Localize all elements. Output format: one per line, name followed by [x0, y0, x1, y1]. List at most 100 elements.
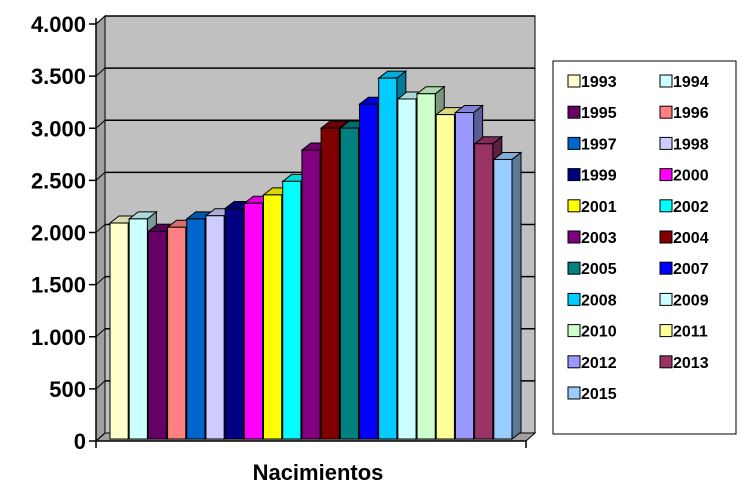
- legend-item-2004: 2004: [659, 230, 709, 247]
- legend-swatch: [567, 386, 581, 400]
- legend-swatch: [567, 355, 581, 369]
- y-tick-label: 2.000: [31, 221, 86, 246]
- legend-item-1994: 1994: [659, 74, 709, 91]
- bar-front: [358, 103, 379, 440]
- legend-swatch: [659, 74, 673, 88]
- legend-item-2013: 2013: [659, 355, 709, 372]
- bar-front: [301, 149, 321, 440]
- gridline-depth: [95, 67, 106, 77]
- legend-label: 2000: [673, 168, 709, 185]
- gridline-depth: [95, 276, 106, 285]
- bar-2015: [492, 151, 523, 441]
- legend-label: 2005: [581, 261, 617, 278]
- legend-label: 1995: [581, 105, 617, 122]
- legend-label: 2001: [581, 199, 617, 216]
- bar-front: [205, 215, 225, 440]
- legend-item-2009: 2009: [659, 292, 709, 309]
- legend-swatch: [659, 105, 673, 119]
- legend-swatch: [659, 136, 673, 150]
- bar-front: [416, 93, 436, 440]
- legend-swatch: [659, 168, 673, 182]
- bars: [108, 70, 523, 441]
- legend-label: 1993: [581, 74, 617, 91]
- legend-item-2012: 2012: [567, 355, 617, 372]
- legend-swatch: [567, 292, 581, 306]
- legend-swatch: [659, 230, 673, 244]
- legend-label: 2015: [581, 386, 617, 403]
- gridline-depth: [95, 172, 106, 181]
- bar-side: [511, 151, 522, 441]
- bar-front: [474, 143, 494, 440]
- bar-front: [454, 112, 475, 440]
- gridline-depth: [95, 328, 106, 338]
- legend-label: 2008: [581, 292, 617, 309]
- bar-front: [282, 180, 302, 440]
- legend-label: 2002: [673, 199, 709, 216]
- legend-label: 2011: [673, 324, 708, 341]
- legend-swatch: [567, 230, 581, 244]
- bar-front: [109, 222, 129, 440]
- legend-label: 2004: [673, 230, 709, 247]
- legend-label: 2009: [673, 292, 709, 309]
- bar-front: [320, 127, 340, 440]
- legend-label: 1996: [673, 105, 709, 122]
- legend-item-2010: 2010: [567, 324, 617, 341]
- y-tick-label: 500: [49, 377, 86, 402]
- legend-item-1998: 1998: [659, 136, 709, 153]
- legend-swatch: [659, 292, 673, 306]
- bar-front: [435, 114, 455, 440]
- y-tick-label: 0: [74, 429, 86, 454]
- legend-label: 1997: [581, 136, 617, 153]
- bar-front: [167, 226, 187, 440]
- legend-label: 2007: [673, 261, 709, 278]
- legend-swatch: [567, 74, 581, 88]
- legend-swatch: [567, 199, 581, 213]
- gridline-depth: [95, 224, 106, 233]
- legend-item-2001: 2001: [567, 199, 617, 216]
- legend-label: 2013: [673, 355, 709, 372]
- legend-label: 1998: [673, 136, 709, 153]
- bar-front: [339, 127, 359, 440]
- y-tick-label: 1.500: [31, 273, 86, 298]
- legend-swatch: [567, 136, 581, 150]
- legend: 1993 1994 1995 1996 1997 1998 1999 2000 2001 2002…: [567, 74, 709, 403]
- bar-front: [147, 230, 168, 440]
- bar-front: [186, 218, 206, 440]
- legend-item-2015: 2015: [567, 386, 617, 403]
- legend-item-2000: 2000: [659, 168, 709, 185]
- x-axis-label: Nacimientos: [253, 460, 384, 485]
- legend-item-1996: 1996: [659, 105, 709, 122]
- bar-front: [128, 218, 148, 440]
- legend-item-2011: 2011: [659, 324, 708, 341]
- gridline-depth: [95, 380, 106, 390]
- y-tick-label: 3.500: [31, 64, 86, 89]
- legend-label: 1994: [673, 74, 709, 91]
- legend-item-1993: 1993: [567, 74, 617, 91]
- y-axis: 0 500 1.000 1.500 2.000 2.500 3.000 3.500 4.000: [31, 12, 527, 454]
- bar-front: [224, 207, 244, 440]
- legend-label: 2003: [581, 230, 617, 247]
- legend-item-2007: 2007: [659, 261, 709, 278]
- bar-front: [263, 194, 283, 440]
- legend-swatch: [567, 261, 581, 275]
- gridline-depth: [95, 119, 106, 129]
- legend-swatch: [567, 168, 581, 182]
- legend-item-2005: 2005: [567, 261, 617, 278]
- legend-item-2003: 2003: [567, 230, 617, 247]
- bar-front: [493, 158, 513, 440]
- legend-swatch: [567, 324, 581, 338]
- legend-label: 2010: [581, 324, 617, 341]
- bar-front: [243, 202, 264, 440]
- y-tick-label: 2.500: [31, 168, 86, 193]
- gridline-depth: [95, 15, 106, 25]
- legend-item-2008: 2008: [567, 292, 617, 309]
- legend-item-1999: 1999: [567, 168, 617, 185]
- legend-label: 1999: [581, 168, 617, 185]
- legend-swatch: [567, 105, 581, 119]
- legend-swatch: [659, 324, 673, 338]
- legend-box: [552, 60, 737, 435]
- bar-front: [378, 77, 398, 440]
- legend-swatch: [659, 355, 673, 369]
- legend-swatch: [659, 261, 673, 275]
